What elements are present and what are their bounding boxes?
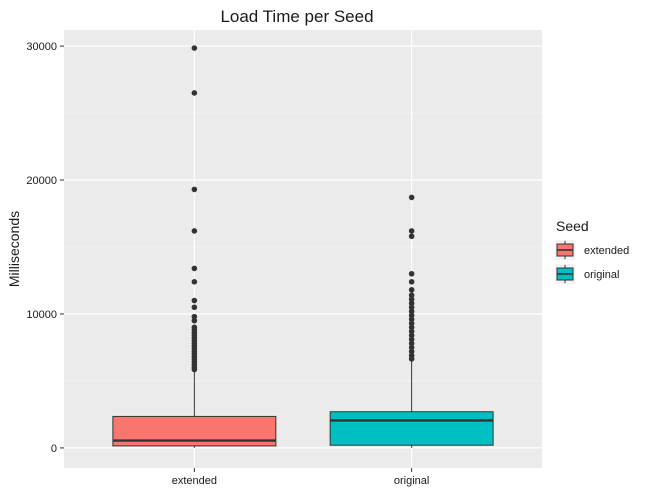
outlier-point: [191, 265, 198, 272]
outlier-point: [191, 297, 198, 304]
outlier-point: [408, 270, 415, 277]
outlier-point: [408, 233, 415, 240]
outlier-point: [408, 320, 415, 327]
legend-item-original: original: [555, 264, 619, 284]
y-axis-title: Milliseconds: [6, 211, 22, 287]
box-original: [329, 194, 494, 448]
outlier-point: [408, 304, 415, 311]
legend-title: Seed: [556, 218, 589, 234]
x-tick-label: extended: [172, 475, 217, 487]
outlier-point: [408, 332, 415, 339]
outlier-point: [408, 279, 415, 285]
outlier-point: [408, 228, 415, 234]
outlier-point: [191, 45, 198, 51]
outlier-point: [408, 336, 415, 343]
outlier-point: [408, 324, 415, 331]
outlier-point: [408, 340, 415, 347]
plot-panel: [64, 30, 542, 468]
outlier-point: [191, 313, 198, 320]
outlier-point: [408, 356, 415, 362]
chart-title: Load Time per Seed: [220, 7, 373, 26]
legend-label: extended: [584, 245, 629, 257]
x-tick-label: original: [394, 475, 429, 487]
y-axis: 0 10000 20000 30000: [26, 41, 64, 455]
outlier-point: [408, 316, 415, 323]
outlier-point: [408, 296, 415, 303]
y-tick-label: 30000: [26, 41, 57, 53]
outlier-point: [191, 228, 198, 234]
outlier-point: [191, 304, 198, 311]
outlier-point: [408, 312, 415, 319]
outlier-point: [191, 279, 198, 285]
legend-label: original: [584, 269, 619, 281]
box-rect: [329, 411, 494, 446]
outlier-point: [408, 344, 415, 351]
outlier-point: [408, 308, 415, 315]
outlier-point: [191, 186, 198, 193]
outlier-point: [408, 194, 415, 201]
y-tick-label: 20000: [26, 175, 57, 187]
legend-item-extended: extended: [555, 240, 629, 260]
outlier-point: [408, 328, 415, 335]
y-tick-label: 10000: [26, 309, 57, 321]
outlier-point: [191, 317, 198, 324]
outlier-point: [191, 90, 198, 96]
outlier-point: [408, 300, 415, 307]
y-tick-label: 0: [51, 443, 57, 455]
minor-gridlines: [64, 112, 542, 382]
boxes-layer: [112, 45, 494, 448]
x-axis: extended original: [172, 468, 429, 487]
outlier-point: [408, 348, 415, 355]
outlier-point: [191, 366, 198, 373]
outlier-point: [408, 287, 415, 293]
box-extended: [112, 45, 277, 448]
outlier-point: [408, 292, 415, 299]
legend: Seed extended original: [555, 218, 629, 284]
